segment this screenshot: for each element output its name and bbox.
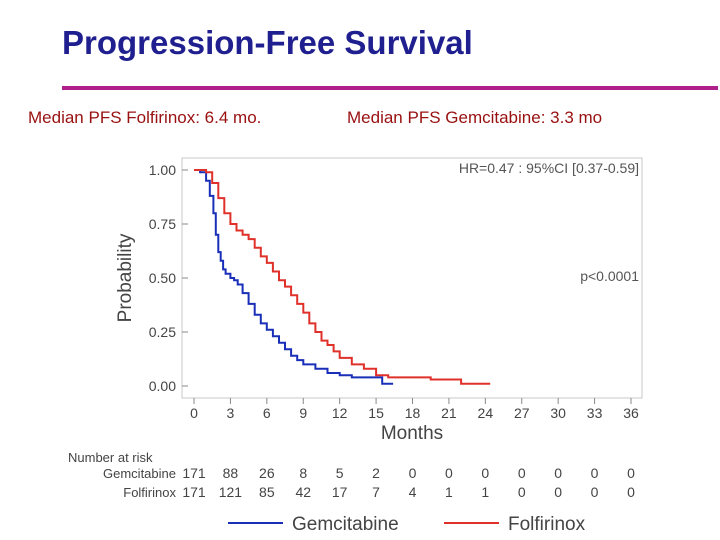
risk-count: 0 xyxy=(591,465,599,481)
risk-row-label: Gemcitabine xyxy=(103,466,176,481)
y-tick-label: 0.25 xyxy=(149,324,176,340)
legend: Gemcitabine Folfirinox xyxy=(228,514,586,535)
risk-count: 0 xyxy=(554,465,562,481)
y-tick-label: 0.75 xyxy=(149,216,176,232)
risk-count: 171 xyxy=(182,484,206,500)
risk-count: 8 xyxy=(299,465,307,481)
survival-curves xyxy=(194,169,491,385)
risk-count: 26 xyxy=(259,465,275,481)
risk-row-label: Folfirinox xyxy=(123,485,176,500)
x-tick-label: 15 xyxy=(368,405,384,421)
x-axis: 0 3 6 9 12 15 18 21 24 27 30 33 36 xyxy=(190,398,639,421)
x-tick-label: 33 xyxy=(587,405,603,421)
risk-count: 121 xyxy=(219,484,243,500)
risk-count: 0 xyxy=(627,465,635,481)
risk-count: 0 xyxy=(445,465,453,481)
risk-count: 1 xyxy=(481,484,489,500)
x-tick-label: 3 xyxy=(227,405,235,421)
p-value-annotation: p<0.0001 xyxy=(580,268,639,284)
x-axis-label: Months xyxy=(381,423,443,444)
x-tick-label: 27 xyxy=(514,405,530,421)
risk-count: 1 xyxy=(445,484,453,500)
risk-count: 17 xyxy=(332,484,348,500)
x-tick-label: 18 xyxy=(405,405,421,421)
x-tick-label: 21 xyxy=(441,405,457,421)
risk-count: 0 xyxy=(518,484,526,500)
x-tick-label: 0 xyxy=(190,405,198,421)
legend-label-folfirinox: Folfirinox xyxy=(508,514,586,535)
risk-count: 0 xyxy=(591,484,599,500)
y-tick-label: 0.50 xyxy=(149,270,176,286)
title-divider xyxy=(62,86,718,90)
median-pfs-folfirinox: Median PFS Folfirinox: 6.4 mo. xyxy=(28,108,262,127)
plot-frame xyxy=(181,157,643,399)
risk-count: 0 xyxy=(554,484,562,500)
risk-count: 7 xyxy=(372,484,380,500)
risk-count: 0 xyxy=(481,465,489,481)
risk-count: 171 xyxy=(182,465,206,481)
legend-label-gemcitabine: Gemcitabine xyxy=(292,514,399,535)
series-line-folfirinox xyxy=(194,169,491,385)
y-axis: 0.00 0.25 0.50 0.75 1.00 xyxy=(149,162,188,394)
risk-count: 4 xyxy=(409,484,417,500)
y-tick-label: 0.00 xyxy=(149,378,176,394)
risk-count: 0 xyxy=(409,465,417,481)
risk-count: 0 xyxy=(627,484,635,500)
risk-count: 2 xyxy=(372,465,380,481)
series-line-gemcitabine xyxy=(194,169,394,385)
risk-count: 0 xyxy=(518,465,526,481)
risk-table-title: Number at risk xyxy=(68,450,153,465)
risk-count: 85 xyxy=(259,484,275,500)
risk-count: 88 xyxy=(223,465,239,481)
y-tick-label: 1.00 xyxy=(149,162,176,178)
x-tick-label: 12 xyxy=(332,405,348,421)
risk-count: 5 xyxy=(336,465,344,481)
x-tick-label: 6 xyxy=(263,405,271,421)
risk-count: 42 xyxy=(295,484,311,500)
hazard-ratio-annotation: HR=0.47 : 95%CI [0.37-0.59] xyxy=(459,160,639,176)
x-tick-label: 24 xyxy=(478,405,494,421)
median-pfs-gemcitabine: Median PFS Gemcitabine: 3.3 mo xyxy=(347,108,603,127)
y-axis-label: Probability xyxy=(115,233,136,322)
slide-title: Progression-Free Survival xyxy=(62,24,473,61)
x-tick-label: 36 xyxy=(623,405,639,421)
x-tick-label: 30 xyxy=(550,405,566,421)
x-tick-label: 9 xyxy=(299,405,307,421)
